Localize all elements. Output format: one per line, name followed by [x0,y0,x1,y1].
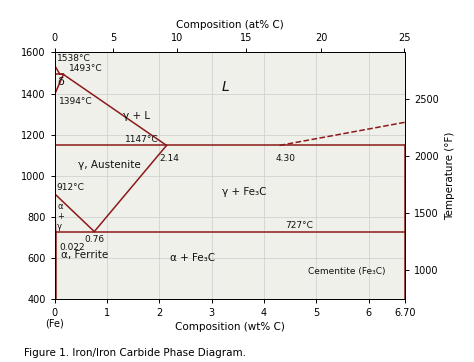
Text: α
+
γ: α + γ [57,202,64,231]
Text: 0.022: 0.022 [60,243,85,252]
Text: 0.76: 0.76 [85,235,105,244]
Text: 1394°C: 1394°C [59,97,92,106]
Text: 1147°C: 1147°C [125,135,159,144]
Text: 912°C: 912°C [56,183,84,192]
X-axis label: Composition (at% C): Composition (at% C) [176,20,284,30]
Text: 4.30: 4.30 [275,154,295,163]
Y-axis label: Temperature (°F): Temperature (°F) [445,131,455,220]
Text: δ: δ [58,77,64,87]
Text: Cementite (Fe₃C): Cementite (Fe₃C) [309,268,386,277]
Text: 1493°C: 1493°C [69,64,103,73]
Text: 2.14: 2.14 [159,154,179,163]
Text: (Fe): (Fe) [45,318,64,328]
X-axis label: Composition (wt% C): Composition (wt% C) [175,322,285,332]
Text: γ + L: γ + L [123,111,150,121]
Text: Figure 1. Iron/Iron Carbide Phase Diagram.: Figure 1. Iron/Iron Carbide Phase Diagra… [24,348,246,358]
Text: α, Ferrite: α, Ferrite [61,249,108,260]
Text: α + Fe₃C: α + Fe₃C [170,253,215,262]
Text: γ + Fe₃C: γ + Fe₃C [222,187,266,197]
Text: 1538°C: 1538°C [56,54,91,63]
Text: 727°C: 727°C [285,221,313,230]
Text: L: L [222,80,230,94]
Text: γ, Austenite: γ, Austenite [78,160,141,170]
